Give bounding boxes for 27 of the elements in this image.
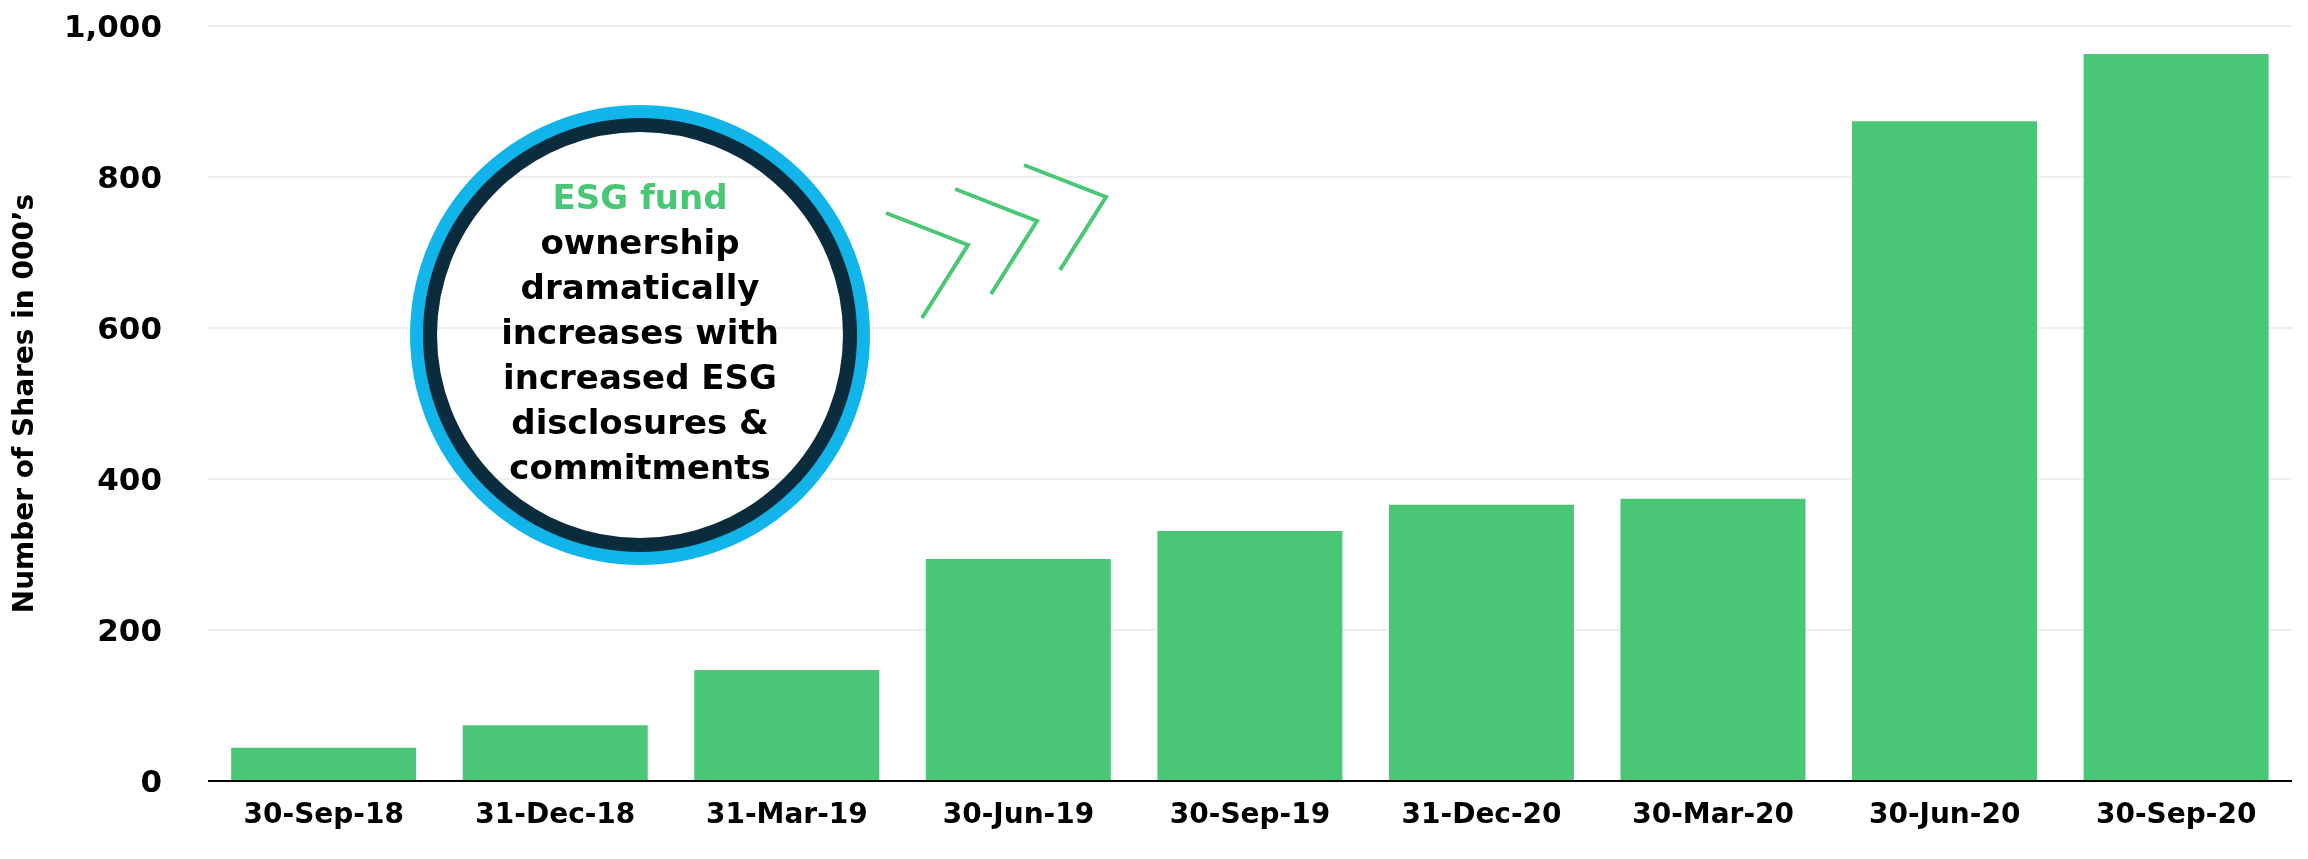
bar: [2083, 53, 2269, 781]
bar: [694, 670, 880, 781]
bar: [1620, 498, 1806, 781]
x-tick-label: 30-Jun-19: [942, 796, 1095, 830]
x-tick-label: 30-Sep-18: [243, 796, 404, 830]
y-tick-label: 400: [97, 461, 162, 498]
x-tick-label: 31-Dec-18: [475, 796, 636, 830]
bar: [925, 559, 1111, 781]
bar: [462, 725, 648, 781]
x-tick-label: 31-Mar-19: [706, 796, 868, 830]
annotation: ownership dramatically increases with increased ESG disclosures & commitments: [500, 221, 780, 489]
x-tick-label: 30-Sep-19: [1169, 796, 1331, 830]
y-axis-title: Number of Shares in 000’s: [6, 193, 40, 614]
y-tick-label: 800: [97, 159, 162, 196]
bar: [1157, 531, 1343, 781]
x-tick-label: 31-Dec-20: [1401, 796, 1562, 830]
x-tick-label: 30-Jun-20: [1868, 796, 2021, 830]
y-tick-label: 600: [97, 310, 162, 347]
bar: [1388, 504, 1574, 781]
bar: [1852, 121, 2038, 781]
y-tick-label: 200: [97, 612, 162, 649]
bar: [231, 747, 417, 781]
y-tick-label: 1,000: [63, 8, 162, 45]
x-tick-label: 30-Sep-20: [2096, 796, 2257, 830]
x-tick-label: 30-Mar-20: [1632, 796, 1794, 830]
y-tick-label: 0: [140, 763, 162, 800]
annotation: ESG fund: [551, 176, 729, 219]
